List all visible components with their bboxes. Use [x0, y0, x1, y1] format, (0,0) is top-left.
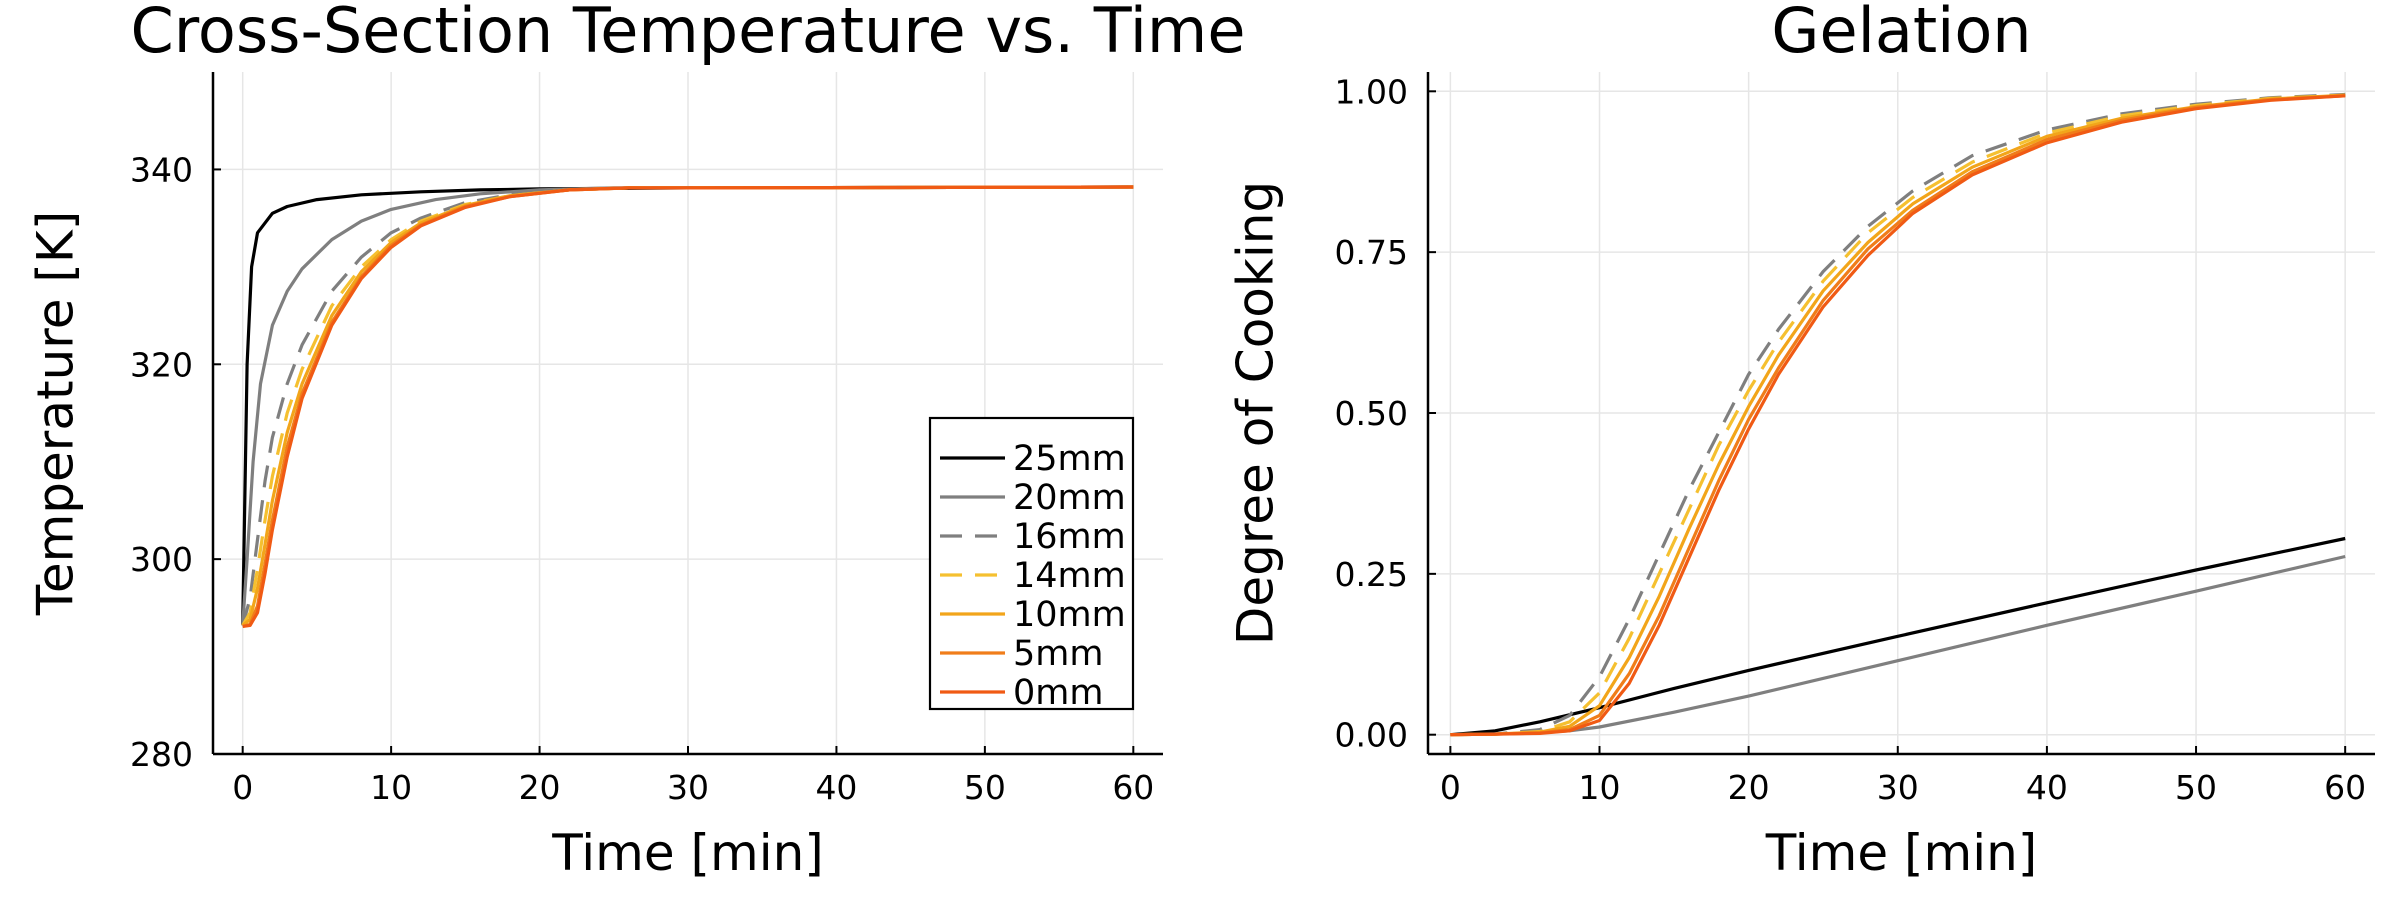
legend-label: 25mm [1013, 439, 1126, 479]
x-tick-label: 0 [232, 768, 253, 807]
x-tick-label: 50 [964, 768, 1006, 807]
chart-title: Gelation [1771, 0, 2031, 67]
x-tick-label: 30 [667, 768, 709, 807]
y-tick-label: 0.50 [1335, 394, 1408, 433]
chart-title: Cross-Section Temperature vs. Time [131, 0, 1246, 67]
x-tick-label: 60 [1112, 768, 1154, 807]
legend-label: 14mm [1013, 556, 1126, 596]
x-tick-label: 60 [2324, 768, 2366, 807]
series-line-25mm [1450, 536, 2346, 737]
series-line-0mm [242, 185, 1134, 628]
legend-label: 20mm [1013, 478, 1126, 518]
x-tick-label: 40 [2026, 768, 2068, 807]
y-tick-label: 340 [130, 150, 193, 189]
x-tick-label: 30 [1877, 768, 1919, 807]
legend-label: 0mm [1013, 673, 1103, 713]
x-tick-label: 10 [1579, 768, 1621, 807]
y-tick-label: 0.75 [1335, 233, 1408, 272]
x-tick-label: 20 [519, 768, 561, 807]
y-tick-label: 0.25 [1335, 555, 1408, 594]
legend-label: 5mm [1013, 634, 1103, 674]
series-line-14mm [1450, 93, 2346, 737]
y-tick-label: 1.00 [1335, 72, 1408, 111]
series-line-0mm [1450, 94, 2346, 737]
x-tick-label: 20 [1728, 768, 1770, 807]
series-line-5mm [1450, 94, 2346, 737]
y-tick-label: 300 [130, 540, 193, 579]
x-axis-label: Time [min] [551, 824, 824, 882]
chart-panel-2: 0 10 20 30 40 50 60 0.00 0.25 0.50 0.75 1.00 Gelatio… [1227, 0, 2375, 882]
x-tick-label: 10 [370, 768, 412, 807]
legend-label: 10mm [1013, 595, 1126, 635]
y-tick-label: 0.00 [1335, 716, 1408, 755]
y-axis-label: Temperature [K] [27, 211, 85, 616]
y-tick-label: 320 [130, 345, 193, 384]
series-line-16mm [1450, 92, 2346, 737]
x-axis-label: Time [min] [1765, 824, 2038, 882]
legend-box [928, 416, 1135, 711]
x-tick-label: 0 [1440, 768, 1461, 807]
y-axis-label: Degree of Cooking [1227, 181, 1285, 645]
legend-label: 16mm [1013, 517, 1126, 557]
x-tick-label: 40 [815, 768, 857, 807]
y-tick-label: 280 [130, 735, 193, 774]
chart-panel-1: 0 10 20 30 40 50 60 280 300 320 340 Cross-Section T… [27, 0, 1246, 882]
x-tick-label: 50 [2175, 768, 2217, 807]
series-line-10mm [1450, 93, 2346, 737]
